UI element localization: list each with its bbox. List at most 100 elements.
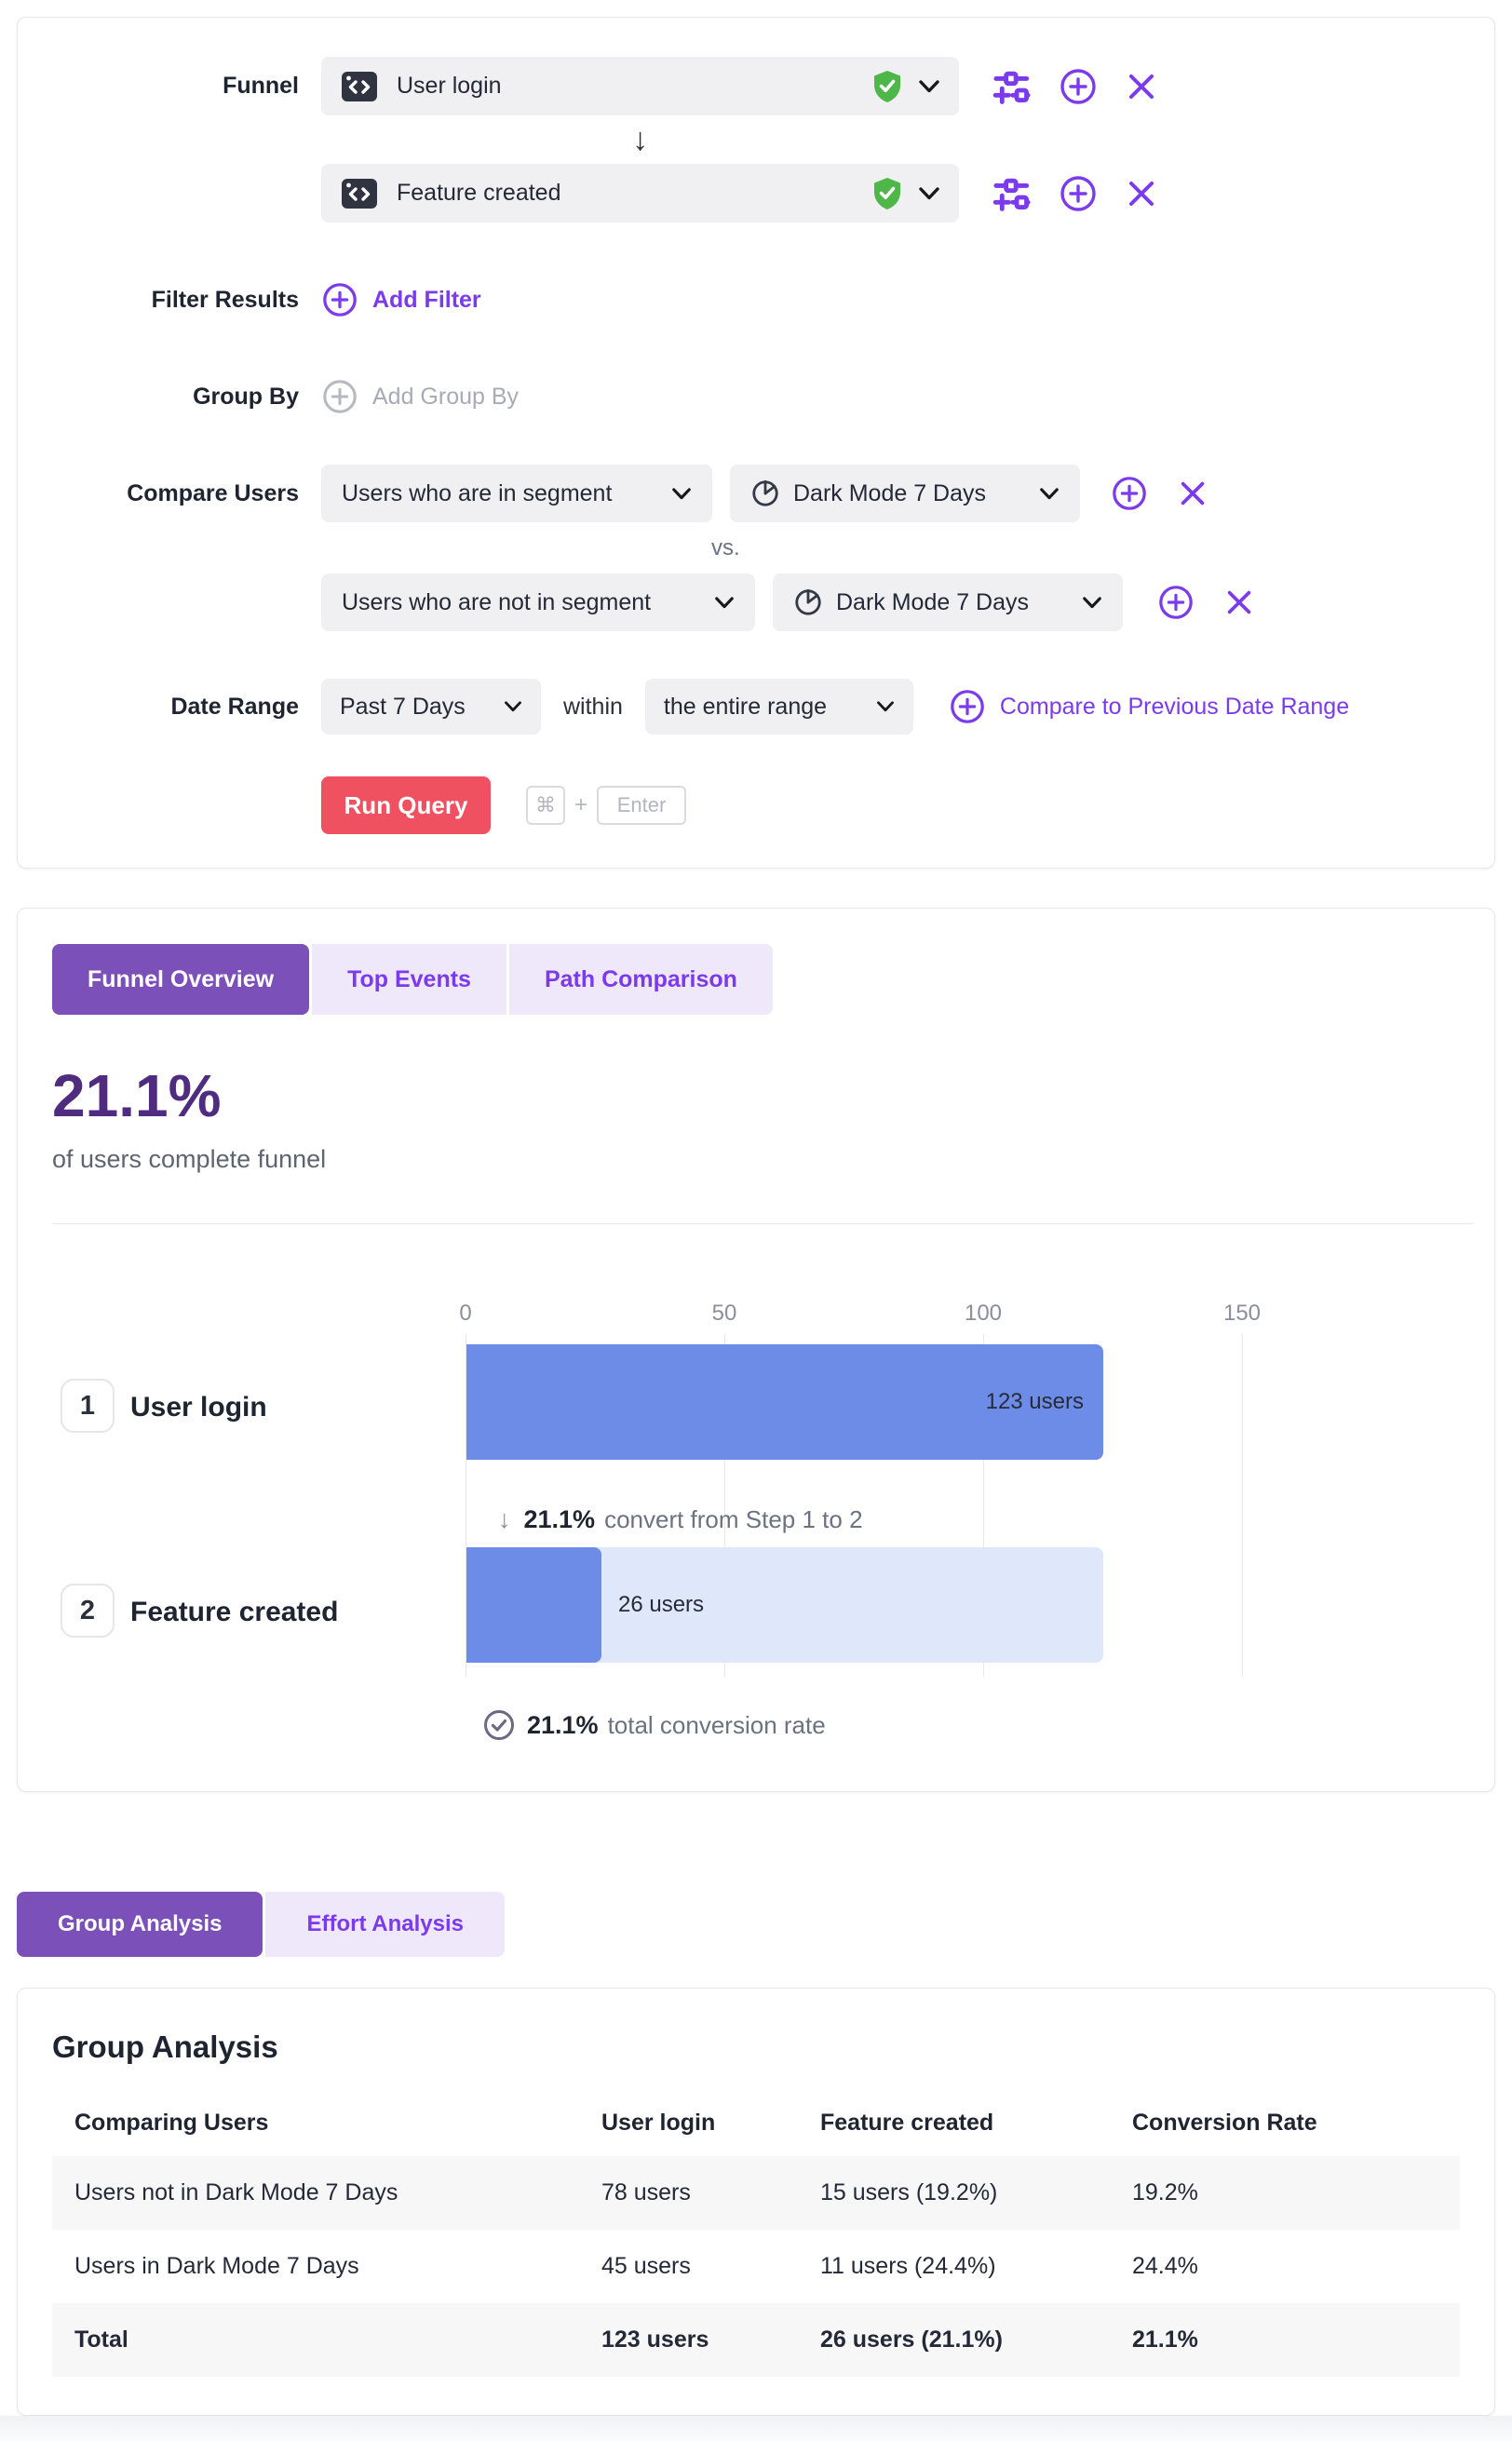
step1-name: User login (130, 1392, 267, 1423)
tab-path-comparison[interactable]: Path Comparison (508, 944, 773, 1015)
total-note-text: total conversion rate (607, 1710, 826, 1739)
query-builder-card: Funnel User login (17, 17, 1495, 869)
compare1-remove-x-icon[interactable] (1178, 479, 1208, 508)
divider (52, 1223, 1474, 1224)
x-tick-150: 150 (1222, 1301, 1262, 1326)
verified-shield-icon (871, 70, 903, 103)
cell-total-label: Total (74, 2326, 128, 2353)
segment-1-value: Dark Mode 7 Days (793, 479, 987, 506)
step2-remove-x-icon[interactable] (1126, 178, 1157, 209)
gridline-50 (724, 1334, 725, 1677)
funnel-results-card: Funnel Overview Top Events Path Comparis… (17, 908, 1495, 1792)
cmd-keycap: ⌘ (526, 786, 565, 825)
chevron-down-icon (714, 596, 735, 610)
group-analysis-card: Group Analysis Comparing Users User logi… (17, 1988, 1495, 2416)
compare-users-label: Compare Users (127, 479, 299, 506)
funnel-step1-event-name: User login (397, 73, 502, 99)
step1-remove-x-icon[interactable] (1126, 71, 1157, 102)
cell-total-user-login: 123 users (601, 2326, 709, 2353)
filter-results-label: Filter Results (151, 286, 299, 313)
funnel-bar-step1: 123 users (466, 1344, 1103, 1460)
add-filter-button[interactable]: Add Filter (321, 281, 481, 318)
vs-row: vs. (18, 522, 1494, 573)
funnel-bar-step2-fill (466, 1547, 601, 1663)
group-analysis-table: Comparing Users User login Feature creat… (52, 2089, 1460, 2377)
tab-funnel-overview[interactable]: Funnel Overview (52, 944, 310, 1015)
add-group-by-placeholder: Add Group By (372, 383, 520, 410)
col-conversion-rate: Conversion Rate (1132, 2109, 1317, 2136)
compare-previous-range-button[interactable]: Compare to Previous Date Range (949, 688, 1349, 725)
chevron-down-icon (876, 700, 895, 713)
funnel-step1-row: Funnel User login (18, 57, 1494, 115)
chevron-down-icon (918, 79, 940, 94)
segment-select-1[interactable]: Dark Mode 7 Days (730, 465, 1080, 522)
cell-total-conversion-rate: 21.1% (1132, 2326, 1198, 2353)
date-range-value: Past 7 Days (340, 693, 466, 720)
compare1-add-circle-icon[interactable] (1111, 475, 1148, 512)
segment-2-value: Dark Mode 7 Days (836, 588, 1030, 615)
funnel-bar-track: 26 users (466, 1547, 1103, 1663)
gridline-100 (983, 1334, 984, 1677)
group-by-row: Group By Add Group By (18, 377, 1494, 416)
step2-number-badge: 2 (61, 1584, 115, 1638)
compare2-add-circle-icon[interactable] (1157, 584, 1195, 621)
run-query-row: Run Query ⌘ + Enter (18, 776, 1494, 834)
cell-feature-created: 15 users (19.2%) (820, 2179, 998, 2205)
funnel-step2-select[interactable]: Feature created (321, 164, 959, 223)
col-user-login: User login (601, 2109, 716, 2136)
segment-type-select-1[interactable]: Users who are in segment (321, 465, 712, 522)
page-bottom-strip (0, 2416, 1512, 2441)
segment-select-2[interactable]: Dark Mode 7 Days (773, 573, 1123, 631)
add-group-by-button[interactable]: Add Group By (321, 378, 519, 415)
segment-type-select-2[interactable]: Users who are not in segment (321, 573, 755, 631)
funnel-step1-select[interactable]: User login (321, 57, 959, 115)
add-circle-icon (949, 688, 986, 725)
cell-total-feature-created: 26 users (21.1%) (820, 2326, 1003, 2353)
conversion-note-value: 21.1% (523, 1505, 596, 1533)
verified-shield-icon (871, 177, 903, 210)
run-query-button[interactable]: Run Query (321, 776, 491, 834)
chevron-down-icon (504, 700, 522, 713)
check-circle-icon (482, 1708, 516, 1742)
add-filter-label: Add Filter (372, 286, 481, 313)
shortcut-plus: + (574, 792, 588, 817)
tab-top-events[interactable]: Top Events (312, 944, 506, 1015)
filter-results-row: Filter Results Add Filter (18, 280, 1494, 319)
step1-filter-sliders-icon[interactable] (992, 68, 1033, 105)
date-range-select[interactable]: Past 7 Days (321, 679, 541, 735)
gridline-150 (1242, 1334, 1243, 1677)
segment-pie-icon (793, 587, 823, 617)
chevron-down-icon (671, 487, 692, 501)
compare-users-row1: Compare Users Users who are in segment D… (18, 465, 1494, 522)
granularity-select[interactable]: the entire range (644, 679, 913, 735)
chevron-down-icon (1039, 487, 1060, 501)
x-tick-50: 50 (711, 1301, 737, 1326)
step1-add-circle-icon[interactable] (1059, 67, 1098, 106)
step2-name: Feature created (130, 1597, 339, 1627)
tab-group-analysis[interactable]: Group Analysis (17, 1892, 263, 1957)
funnel-step2-row: Feature created (18, 164, 1494, 223)
compare2-remove-x-icon[interactable] (1224, 587, 1254, 617)
add-circle-icon-gray (321, 378, 358, 415)
granularity-value: the entire range (663, 693, 828, 720)
total-note-value: 21.1% (527, 1710, 599, 1739)
segment-type-1-value: Users who are in segment (342, 479, 613, 506)
vs-label: vs. (711, 534, 740, 560)
funnel-flow-arrow-icon: ↓ (632, 121, 648, 157)
step2-add-circle-icon[interactable] (1059, 174, 1098, 213)
group-analysis-title: Group Analysis (52, 2030, 278, 2064)
cell-conversion-rate: 24.4% (1132, 2253, 1198, 2279)
table-total-row: Total 123 users 26 users (21.1%) 21.1% (52, 2303, 1460, 2377)
step1-number-badge: 1 (61, 1379, 115, 1433)
code-event-icon (340, 69, 379, 104)
cell-feature-created: 11 users (24.4%) (820, 2253, 996, 2279)
col-comparing-users: Comparing Users (74, 2109, 269, 2136)
step1-bar-label: 123 users (985, 1389, 1084, 1414)
tab-effort-analysis[interactable]: Effort Analysis (265, 1892, 505, 1957)
chevron-down-icon (918, 186, 940, 201)
total-conversion-note: 21.1% total conversion rate (482, 1708, 1474, 1742)
results-tabs: Funnel Overview Top Events Path Comparis… (52, 944, 1474, 1015)
step2-filter-sliders-icon[interactable] (992, 175, 1033, 212)
funnel-bar-chart: 0 50 100 150 1 User login 123 users ↓ 21… (52, 1282, 1474, 1682)
